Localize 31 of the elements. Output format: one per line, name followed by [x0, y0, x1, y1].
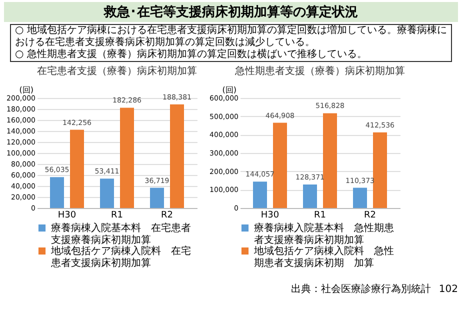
x-tick-label: R1	[111, 210, 123, 220]
bar	[303, 184, 317, 208]
bar	[323, 113, 337, 208]
bar	[273, 122, 287, 208]
bar	[373, 132, 387, 208]
bar	[120, 108, 134, 208]
y-axis-title: (回)	[222, 86, 236, 94]
legend-label: 療養病棟入院基本料 急性期患者支援療養病床初期加算	[254, 222, 394, 246]
text: ○ 急性期患者支援（療養）病床初期加算の算定回数は横ばいで推移している。	[15, 49, 368, 61]
source-note: 出典：社会医療診療行為別統計	[290, 284, 431, 295]
legend-label: 地域包括ケア病棟入院料 急性期患者支援病床初期 加算	[253, 245, 394, 269]
bar	[50, 177, 64, 208]
x-tick-label: R2	[364, 210, 376, 220]
bar	[170, 104, 184, 208]
bar	[100, 178, 114, 208]
legend-label: 地域包括ケア病棟入院料 在宅患者支援病床初期加算	[50, 245, 191, 269]
chart-title: 在宅患者支援（療養）病床初期加算	[37, 65, 197, 77]
chart-title: 急性期患者支援（療養）病床初期加算	[234, 65, 405, 77]
x-tick-label: R1	[314, 210, 326, 220]
text: ○ 地域包括ケア病棟における在宅患者支援病床初期加算の算定回数は増加している。療養病棟における在宅患者支援療養病床初期加算の算定回数は減少している。	[15, 25, 447, 48]
bar	[150, 188, 164, 208]
text: 救急･在宅等支援病床初期加算等の算定状況	[4, 2, 458, 22]
legend-label: 療養病棟入院基本料 在宅患者支援療養病床初期加算	[51, 222, 191, 246]
x-tick-label: H30	[260, 210, 280, 220]
bar	[70, 130, 84, 208]
y-axis-title: (回)	[19, 86, 34, 94]
text: 102	[438, 284, 458, 295]
x-tick-label: R2	[161, 210, 173, 220]
bar	[353, 188, 367, 208]
bar	[253, 182, 267, 208]
x-tick-label: H30	[58, 210, 76, 220]
